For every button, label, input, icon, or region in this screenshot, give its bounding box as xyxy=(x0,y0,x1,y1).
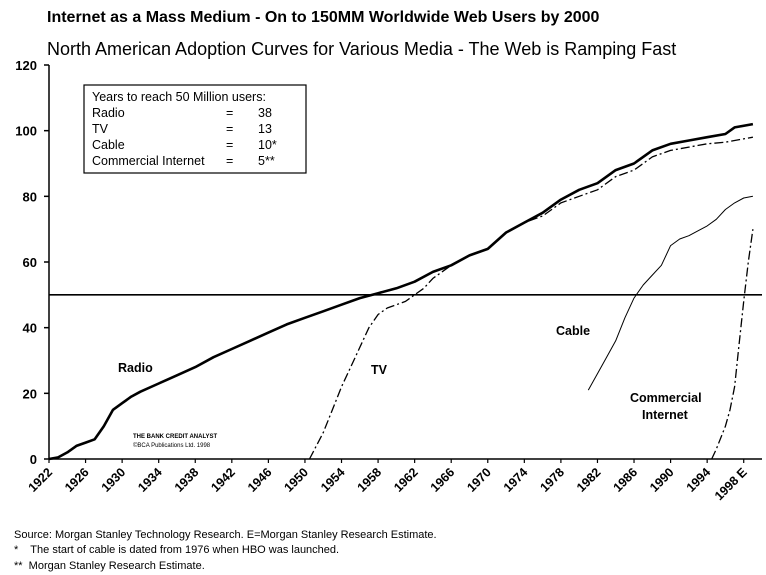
y-tick-label: 40 xyxy=(23,321,37,336)
x-tick-label: 1986 xyxy=(611,465,641,495)
series-label: Commercial Internet xyxy=(630,391,702,422)
series-label: Radio xyxy=(118,361,153,375)
inset-cell: = xyxy=(226,106,233,120)
inset-box xyxy=(83,84,307,174)
inset-cell: TV xyxy=(92,122,109,136)
x-tick-label: 1970 xyxy=(464,465,494,495)
chart-subtitle: North American Adoption Curves for Vario… xyxy=(47,39,676,59)
note: * The start of cable is dated from 1976 … xyxy=(14,544,339,556)
x-tick-label: 1946 xyxy=(245,465,275,495)
inset-cell: 10* xyxy=(258,138,277,152)
series-line xyxy=(711,229,754,460)
inset-cell: = xyxy=(226,122,233,136)
y-tick-label: 60 xyxy=(23,255,37,270)
note: Source: Morgan Stanley Technology Resear… xyxy=(14,529,437,541)
x-tick-label: 1942 xyxy=(208,465,238,495)
series-label: Cable xyxy=(556,324,590,338)
x-tick-label: 1974 xyxy=(501,465,531,495)
inset-cell: = xyxy=(226,138,233,152)
y-tick-label: 20 xyxy=(23,386,37,401)
x-tick-label: 1966 xyxy=(428,465,458,495)
series-line xyxy=(48,122,754,461)
y-tick-label: 80 xyxy=(23,189,37,204)
inset-cell: = xyxy=(226,154,233,168)
credit: ©BCA Publications Ltd. 1998 xyxy=(133,442,211,449)
y-tick-label: 100 xyxy=(15,124,37,139)
x-tick-label: 1994 xyxy=(684,465,714,495)
x-tick-label: 1934 xyxy=(135,465,165,495)
x-tick-label: 1930 xyxy=(99,465,129,495)
inset-cell: 5** xyxy=(258,154,275,168)
series-label: TV xyxy=(371,363,388,377)
x-tick-label: 1950 xyxy=(282,465,312,495)
x-tick-label: 1954 xyxy=(318,465,348,495)
x-tick-label: 1998 E xyxy=(712,465,750,503)
x-tick-label: 1982 xyxy=(574,465,604,495)
x-tick-label: 1922 xyxy=(26,465,56,495)
x-tick-label: 1926 xyxy=(62,465,92,495)
chart-title: Internet as a Mass Medium - On to 150MM … xyxy=(47,9,600,26)
y-tick-label: 0 xyxy=(30,452,37,467)
credit: THE BANK CREDIT ANALYST xyxy=(133,434,218,440)
series-line xyxy=(308,136,754,460)
inset-cell: 13 xyxy=(258,122,272,136)
x-tick-label: 1958 xyxy=(355,465,385,495)
inset-title: Years to reach 50 Million users: xyxy=(92,90,266,104)
note: ** Morgan Stanley Research Estimate. xyxy=(14,560,205,572)
x-tick-label: 1962 xyxy=(391,465,421,495)
inset-cell: Commercial Internet xyxy=(92,154,205,168)
inset-cell: Radio xyxy=(92,106,125,120)
x-tick-label: 1978 xyxy=(537,465,567,495)
inset-cell: 38 xyxy=(258,106,272,120)
series-line xyxy=(587,195,753,391)
inset-cell: Cable xyxy=(92,138,125,152)
x-tick-label: 1938 xyxy=(172,465,202,495)
x-tick-label: 1990 xyxy=(647,465,677,495)
y-tick-label: 120 xyxy=(15,58,37,73)
